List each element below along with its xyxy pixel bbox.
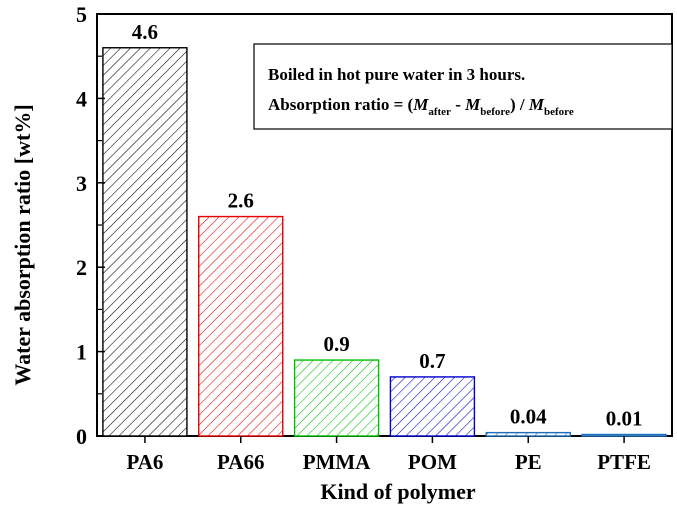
x-tick-label-pmma: PMMA — [303, 450, 371, 474]
x-tick-label-ptfe: PTFE — [597, 450, 651, 474]
x-tick-label-pa66: PA66 — [217, 450, 264, 474]
bar-pe — [485, 431, 571, 437]
x-axis-ticks: PA6 PA66 PMMA POM PE PTFE — [126, 436, 651, 474]
bar-pom — [389, 376, 476, 437]
bar-pmma — [293, 359, 380, 437]
annotation-sub-before-1: before — [480, 106, 510, 118]
annotation-prefix: Absorption ratio = ( — [268, 95, 414, 114]
annotation-line-1: Boiled in hot pure water in 3 hours. — [268, 65, 525, 84]
x-axis-title: Kind of polymer — [320, 479, 475, 504]
value-label-pa6: 4.6 — [132, 20, 158, 44]
y-tick-label-2: 2 — [76, 255, 87, 280]
y-axis-title: Water absorption ratio [wt%] — [10, 104, 35, 385]
annotation-line-2: Absorption ratio = (Mafter - Mbefore) / … — [268, 95, 574, 118]
annotation-sub-before-2: before — [544, 106, 574, 118]
y-tick-label-5: 5 — [76, 2, 87, 27]
y-tick-label-3: 3 — [76, 171, 87, 196]
value-label-ptfe: 0.01 — [606, 407, 643, 431]
annotation-m-after: M — [412, 95, 429, 114]
value-label-pmma: 0.9 — [323, 332, 349, 356]
annotation-divide: ) / — [510, 95, 529, 114]
value-label-pa66: 2.6 — [228, 189, 254, 213]
x-tick-label-pa6: PA6 — [126, 450, 163, 474]
annotation-minus: - — [451, 95, 465, 114]
x-tick-label-pom: POM — [408, 450, 457, 474]
y-tick-label-4: 4 — [76, 86, 87, 111]
y-tick-label-1: 1 — [76, 340, 87, 365]
y-axis-ticks: 0 1 2 3 4 5 — [76, 2, 105, 449]
value-label-pom: 0.7 — [419, 349, 445, 373]
annotation-sub-after: after — [428, 106, 451, 118]
annotation-m-before: M — [464, 95, 481, 114]
bar-pa6 — [102, 47, 188, 437]
annotation-frame — [253, 43, 673, 130]
x-tick-label-pe: PE — [515, 450, 542, 474]
value-labels-group: 4.6 2.6 0.9 0.7 0.04 0.01 — [132, 20, 643, 431]
bar-pa66 — [198, 215, 284, 437]
bar-ptfe — [581, 433, 667, 437]
bars-group — [102, 47, 667, 437]
value-label-pe: 0.04 — [510, 405, 547, 429]
annotation-m-before-2: M — [528, 95, 545, 114]
y-tick-label-0: 0 — [76, 424, 87, 449]
annotation-box: Boiled in hot pure water in 3 hours. Abs… — [253, 43, 673, 130]
